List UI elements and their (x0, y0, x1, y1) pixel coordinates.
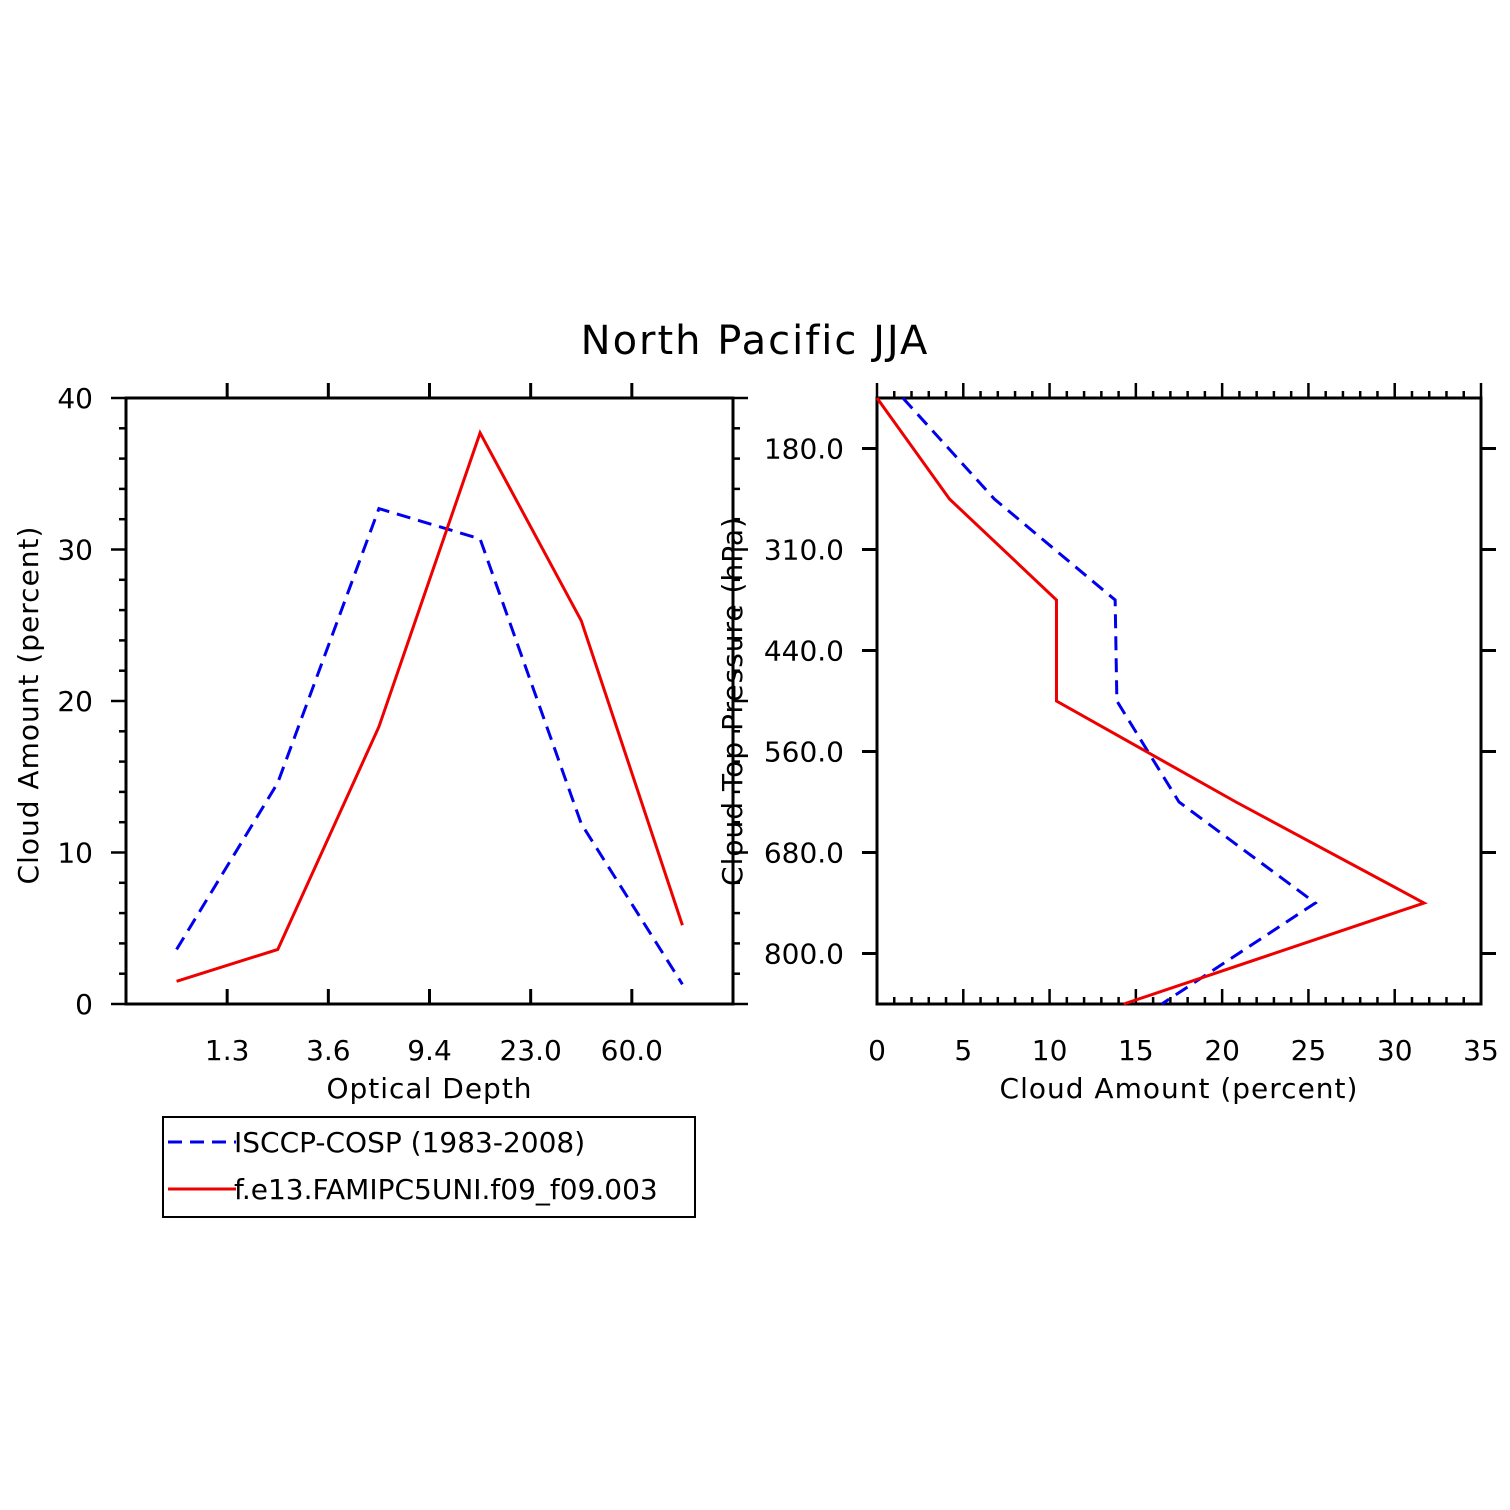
left-x-tick-label: 3.6 (306, 1034, 351, 1067)
right-y-tick-label: 180.0 (764, 433, 844, 466)
right-series-isccp-line (901, 396, 1318, 1006)
left-y-tick-label: 10 (57, 837, 93, 870)
right-y-tick-label: 680.0 (764, 837, 844, 870)
right-x-tick-label: 5 (954, 1034, 972, 1067)
left-y-tick-label: 0 (75, 988, 93, 1021)
left-series-isccp-line (175, 506, 684, 986)
left-y-tick-label: 40 (57, 382, 93, 415)
left-y-tick-label: 30 (57, 534, 93, 567)
legend-box (162, 1116, 696, 1218)
right-series-model-line (875, 397, 1428, 1006)
right-y-tick-label: 310.0 (764, 534, 844, 567)
legend-label-isccp: ISCCP-COSP (1983-2008) (234, 1126, 585, 1159)
right-x-tick-label: 35 (1463, 1034, 1499, 1067)
right-x-tick-label: 15 (1118, 1034, 1154, 1067)
right-y-tick-label: 440.0 (764, 635, 844, 668)
left-x-tick-label: 9.4 (407, 1034, 452, 1067)
left-x-tick-label: 23.0 (499, 1034, 561, 1067)
left-panel-optical-depth: 1.3 3.6 9.4 23.0 60.0 0 10 20 30 40 Optical Depth C… (12, 382, 748, 1105)
right-x-tick-label: 0 (868, 1034, 886, 1067)
left-x-tick-label: 60.0 (601, 1034, 663, 1067)
left-y-tick-label: 20 (57, 685, 93, 718)
left-x-axis-title: Optical Depth (326, 1072, 532, 1105)
right-x-tick-label: 20 (1204, 1034, 1240, 1067)
left-series-model-line (176, 429, 684, 983)
right-x-tick-label: 25 (1291, 1034, 1327, 1067)
legend-label-model: f.e13.FAMIPC5UNI.f09_f09.003 (234, 1173, 658, 1206)
right-x-tick-label: 10 (1032, 1034, 1068, 1067)
left-plot-frame (124, 396, 735, 1006)
left-x-tick-label: 1.3 (205, 1034, 250, 1067)
legend: ISCCP-COSP (1983-2008) f.e13.FAMIPC5UNI.f… (162, 1116, 696, 1218)
right-y-tick-label: 800.0 (764, 938, 844, 971)
left-y-axis-title: Cloud Amount (percent) (12, 526, 45, 885)
right-panel-cloud-top-pressure: 0 5 10 15 20 25 30 35 180.0 310.0 440.0 560.0 680.0 8… (716, 383, 1499, 1105)
right-y-tick-label: 560.0 (764, 736, 844, 769)
right-x-tick-label: 30 (1377, 1034, 1413, 1067)
right-x-axis-title: Cloud Amount (percent) (1000, 1072, 1359, 1105)
figure-title: North Pacific JJA (581, 318, 930, 364)
right-y-axis-title: Cloud Top Pressure (hPa) (716, 516, 749, 886)
right-plot-frame (875, 396, 1483, 1006)
